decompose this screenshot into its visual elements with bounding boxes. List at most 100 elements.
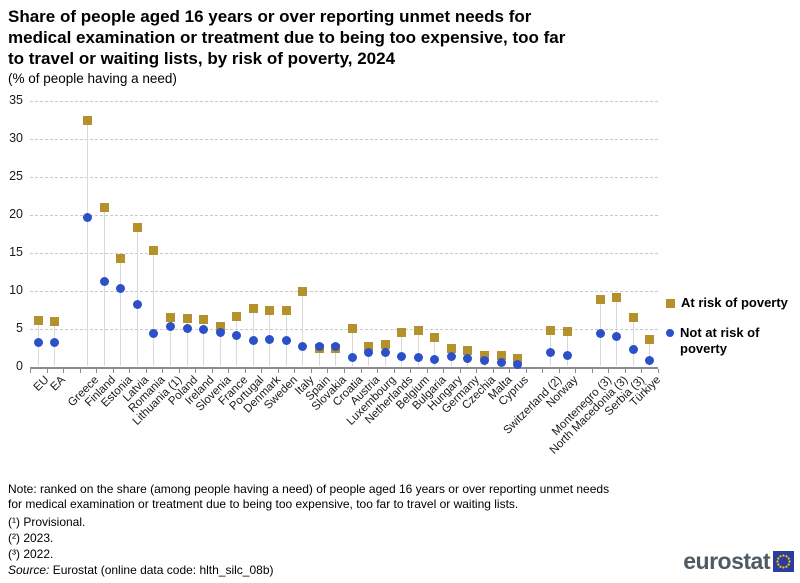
- not-at-risk-marker: [546, 347, 556, 357]
- point-stem: [136, 227, 138, 367]
- not-at-risk-marker: [347, 352, 357, 362]
- at-risk-marker: [645, 334, 655, 344]
- point-stem: [153, 250, 155, 367]
- x-axis-tick: [542, 368, 544, 373]
- x-axis-tick: [46, 368, 48, 373]
- point-stem: [417, 330, 419, 367]
- at-risk-marker: [546, 326, 556, 336]
- x-axis-tick: [112, 368, 114, 373]
- not-at-risk-marker: [116, 283, 126, 293]
- at-risk-marker: [182, 314, 192, 324]
- at-risk-marker: [347, 324, 357, 334]
- at-risk-marker: [413, 325, 423, 335]
- chart-title: Share of people aged 16 years or over re…: [8, 6, 565, 69]
- not-at-risk-marker: [248, 336, 258, 346]
- x-axis-tick: [624, 368, 626, 373]
- not-at-risk-marker: [281, 336, 291, 346]
- footnote-2022: (³) 2022.: [8, 547, 54, 561]
- at-risk-marker: [496, 350, 506, 360]
- at-risk-marker: [446, 343, 456, 353]
- point-stem: [302, 291, 304, 367]
- x-axis-tick: [211, 368, 213, 373]
- at-risk-marker: [595, 295, 605, 305]
- x-axis-tick: [79, 368, 81, 373]
- point-stem: [434, 337, 436, 367]
- point-stem: [87, 120, 89, 367]
- not-at-risk-marker: [446, 352, 456, 362]
- eurostat-logo: eurostat: [683, 548, 794, 575]
- x-axis-tick: [377, 368, 379, 373]
- x-axis-tick: [641, 368, 643, 373]
- chart-title-line2: medical examination or treatment due to …: [8, 28, 566, 47]
- at-risk-legend-label: At risk of poverty: [681, 295, 788, 310]
- x-axis-tick: [459, 368, 461, 373]
- at-risk-marker: [562, 327, 572, 337]
- chart-subtitle: (% of people having a need): [8, 71, 177, 86]
- x-axis-tick: [525, 368, 527, 373]
- gridline: [30, 214, 658, 216]
- y-axis-tick-label: 35: [9, 93, 23, 107]
- legend-item-not-at-risk: Not at risk of poverty: [666, 325, 798, 357]
- at-risk-marker: [463, 346, 473, 356]
- not-at-risk-marker: [232, 330, 242, 340]
- at-risk-marker: [479, 351, 489, 361]
- not-at-risk-marker: [463, 353, 473, 363]
- source-label: Source:: [8, 563, 50, 577]
- at-risk-marker: [380, 340, 390, 349]
- x-axis-tick: [277, 368, 279, 373]
- gridline: [30, 176, 658, 178]
- x-axis-tick: [658, 368, 659, 373]
- legend-item-at-risk: At risk of poverty: [666, 295, 798, 311]
- point-stem: [649, 339, 651, 367]
- y-axis-tick-label: 5: [16, 320, 23, 335]
- y-axis-tick-label: 20: [9, 206, 23, 221]
- chart-title-line3: to travel or waiting lists, by risk of p…: [8, 49, 396, 68]
- point-stem: [335, 346, 337, 367]
- not-at-risk-marker: [182, 324, 192, 334]
- x-axis-tick: [294, 368, 296, 373]
- not-at-risk-marker: [99, 277, 109, 287]
- x-axis-tick: [162, 368, 164, 373]
- point-stem: [566, 331, 568, 367]
- chart-note: Note: ranked on the share (among people …: [8, 482, 609, 512]
- x-axis-tick: [228, 368, 230, 373]
- not-at-risk-marker: [645, 355, 655, 365]
- not-at-risk-marker: [397, 352, 407, 362]
- note-line2: for medical examination or treatment due…: [8, 497, 519, 511]
- x-axis-tick: [426, 368, 428, 373]
- chart-title-line1: Share of people aged 16 years or over re…: [8, 7, 532, 26]
- x-axis-tick: [443, 368, 445, 373]
- point-stem: [203, 319, 205, 367]
- at-risk-marker: [149, 245, 159, 255]
- x-axis-tick: [608, 368, 610, 373]
- not-at-risk-marker: [165, 321, 175, 331]
- not-at-risk-marker: [496, 358, 506, 368]
- not-at-risk-marker: [314, 342, 324, 352]
- point-stem: [120, 258, 122, 367]
- x-axis-tick: [310, 368, 312, 373]
- at-risk-marker: [50, 317, 60, 327]
- not-at-risk-marker: [479, 355, 489, 365]
- source-text: Eurostat (online data code: hlth_silc_08…: [49, 563, 274, 577]
- x-axis-tick: [575, 368, 577, 373]
- y-axis-tick-label: 30: [9, 130, 23, 145]
- point-stem: [236, 316, 238, 367]
- x-axis-tick: [145, 368, 147, 373]
- not-at-risk-marker: [265, 335, 275, 345]
- at-risk-marker: [628, 313, 638, 323]
- at-risk-marker: [215, 321, 225, 331]
- not-at-risk-marker: [331, 341, 341, 351]
- point-stem: [103, 207, 105, 367]
- at-risk-marker: [298, 286, 308, 296]
- not-at-risk-marker: [50, 337, 60, 347]
- not-at-risk-marker: [413, 352, 423, 362]
- x-axis-tick: [261, 368, 263, 373]
- gridline: [30, 101, 658, 102]
- at-risk-marker: [397, 327, 407, 337]
- at-risk-legend-marker: [666, 299, 675, 308]
- not-at-risk-marker: [132, 299, 142, 309]
- y-axis-tick-label: 10: [9, 282, 23, 297]
- not-at-risk-legend-label: Not at risk of poverty: [680, 325, 760, 356]
- at-risk-marker: [116, 253, 126, 263]
- not-at-risk-marker: [595, 329, 605, 339]
